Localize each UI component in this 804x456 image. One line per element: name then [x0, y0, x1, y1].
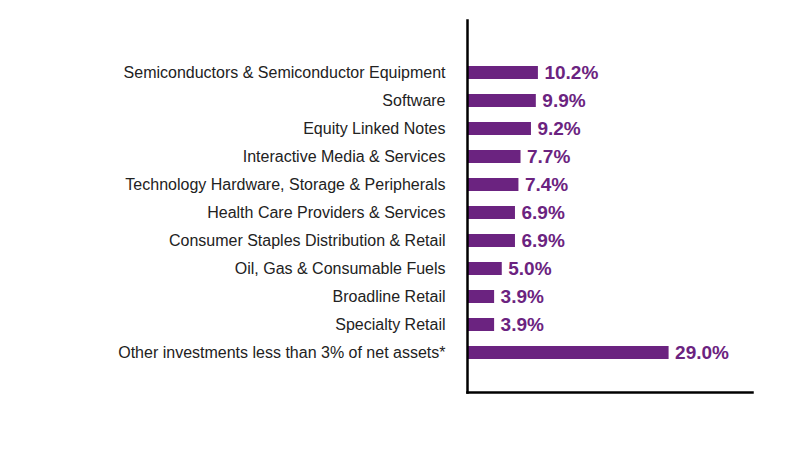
svg-text:Broadline Retail: Broadline Retail — [333, 288, 446, 305]
svg-text:10.2%: 10.2% — [544, 62, 598, 83]
svg-text:3.9%: 3.9% — [501, 286, 544, 307]
svg-text:6.9%: 6.9% — [521, 230, 564, 251]
svg-text:9.2%: 9.2% — [537, 118, 580, 139]
svg-text:7.7%: 7.7% — [527, 146, 570, 167]
svg-text:9.9%: 9.9% — [542, 90, 585, 111]
svg-text:Oil, Gas & Consumable Fuels: Oil, Gas & Consumable Fuels — [235, 260, 446, 277]
svg-text:Semiconductors & Semiconductor: Semiconductors & Semiconductor Equipment — [124, 64, 446, 81]
svg-text:Other investments less than 3%: Other investments less than 3% of net as… — [118, 344, 445, 361]
svg-text:Interactive Media & Services: Interactive Media & Services — [243, 148, 446, 165]
svg-text:6.9%: 6.9% — [521, 202, 564, 223]
svg-text:3.9%: 3.9% — [501, 314, 544, 335]
svg-text:7.4%: 7.4% — [525, 174, 568, 195]
svg-text:Specialty Retail: Specialty Retail — [335, 316, 445, 333]
svg-text:5.0%: 5.0% — [508, 258, 551, 279]
svg-text:Software: Software — [382, 92, 445, 109]
svg-text:Equity Linked Notes: Equity Linked Notes — [303, 120, 445, 137]
svg-text:29.0%: 29.0% — [675, 342, 729, 363]
svg-text:Consumer Staples Distribution: Consumer Staples Distribution & Retail — [169, 232, 446, 249]
svg-text:Technology Hardware, Storage &: Technology Hardware, Storage & Periphera… — [125, 176, 445, 193]
svg-text:Health Care Providers & Servic: Health Care Providers & Services — [207, 204, 445, 221]
